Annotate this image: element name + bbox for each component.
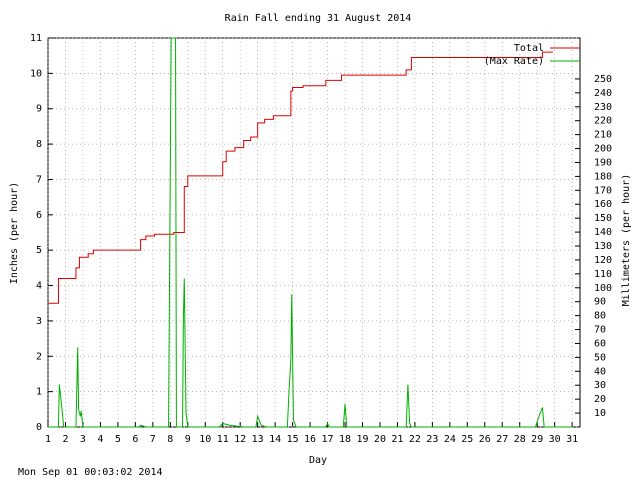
chart-title: Rain Fall ending 31 August 2014 — [225, 13, 412, 24]
y-axis-label: Inches (per hour) — [9, 182, 20, 284]
y2-tick-label: 210 — [594, 130, 612, 141]
timestamp: Mon Sep 01 00:03:02 2014 — [18, 467, 163, 478]
x-tick-label: 25 — [461, 434, 473, 445]
data-line — [48, 51, 553, 304]
y2-tick-label: 60 — [594, 338, 606, 349]
x-tick-label: 23 — [426, 434, 438, 445]
x-tick-label: 31 — [566, 434, 578, 445]
y2-tick-label: 110 — [594, 269, 612, 280]
y-tick-label: 8 — [36, 139, 42, 150]
y2-tick-label: 250 — [594, 74, 612, 85]
x-tick-label: 3 — [80, 434, 86, 445]
y-tick-label: 3 — [36, 316, 42, 327]
legend-label: Total — [514, 43, 544, 54]
x-tick-label: 17 — [322, 434, 334, 445]
legend-label: (Max Rate) — [484, 56, 544, 67]
y2-tick-label: 230 — [594, 102, 612, 113]
x-tick-label: 12 — [234, 434, 246, 445]
x-tick-label: 18 — [339, 434, 351, 445]
y2-tick-label: 10 — [594, 408, 606, 419]
y-tick-label: 10 — [30, 68, 42, 79]
plot-frame — [47, 37, 581, 428]
x-tick-label: 21 — [391, 434, 403, 445]
x-tick-label: 5 — [115, 434, 121, 445]
x-tick-label: 9 — [185, 434, 191, 445]
y-tick-label: 2 — [36, 351, 42, 362]
y2-tick-label: 220 — [594, 116, 612, 127]
y-tick-label: 9 — [36, 104, 42, 115]
x-tick-label: 28 — [514, 434, 526, 445]
y2-tick-label: 90 — [594, 297, 606, 308]
y2-tick-label: 70 — [594, 325, 606, 336]
y-tick-label: 0 — [36, 422, 42, 433]
x-tick-label: 29 — [531, 434, 543, 445]
y2-tick-label: 180 — [594, 171, 612, 182]
x-tick-label: 8 — [167, 434, 173, 445]
y2-tick-label: 20 — [594, 394, 606, 405]
x-tick-label: 10 — [199, 434, 211, 445]
y-tick-label: 6 — [36, 210, 42, 221]
y2-tick-label: 120 — [594, 255, 612, 266]
y-tick-label: 1 — [36, 387, 42, 398]
x-tick-label: 7 — [150, 434, 156, 445]
y2-axis-label: Millimeters (per hour) — [621, 174, 632, 306]
x-tick-label: 16 — [304, 434, 316, 445]
x-tick-label: 4 — [97, 434, 103, 445]
x-tick-label: 15 — [287, 434, 299, 445]
x-tick-label: 6 — [132, 434, 138, 445]
x-tick-label: 27 — [496, 434, 508, 445]
x-tick-label: 2 — [62, 434, 68, 445]
y2-tick-label: 190 — [594, 157, 612, 168]
y2-tick-label: 130 — [594, 241, 612, 252]
x-tick-label: 19 — [356, 434, 368, 445]
x-axis-label: Day — [309, 455, 327, 466]
y2-tick-label: 200 — [594, 144, 612, 155]
data-line — [48, 37, 573, 428]
y2-tick-label: 80 — [594, 311, 606, 322]
y2-tick-label: 140 — [594, 227, 612, 238]
y-tick-label: 5 — [36, 245, 42, 256]
y2-tick-label: 30 — [594, 380, 606, 391]
x-tick-label: 11 — [217, 434, 229, 445]
x-tick-label: 22 — [409, 434, 421, 445]
y-tick-label: 4 — [36, 281, 42, 292]
y2-tick-label: 50 — [594, 352, 606, 363]
x-tick-label: 24 — [444, 434, 456, 445]
y2-tick-label: 150 — [594, 213, 612, 224]
y-tick-label: 11 — [30, 33, 42, 44]
x-tick-label: 30 — [549, 434, 561, 445]
x-tick-label: 20 — [374, 434, 386, 445]
x-tick-label: 14 — [269, 434, 281, 445]
y2-tick-label: 240 — [594, 88, 612, 99]
y2-tick-label: 40 — [594, 366, 606, 377]
y2-tick-label: 100 — [594, 283, 612, 294]
x-tick-label: 26 — [479, 434, 491, 445]
x-tick-label: 1 — [45, 434, 51, 445]
y2-tick-label: 170 — [594, 185, 612, 196]
x-tick-label: 13 — [252, 434, 264, 445]
y-tick-label: 7 — [36, 174, 42, 185]
y2-tick-label: 160 — [594, 199, 612, 210]
